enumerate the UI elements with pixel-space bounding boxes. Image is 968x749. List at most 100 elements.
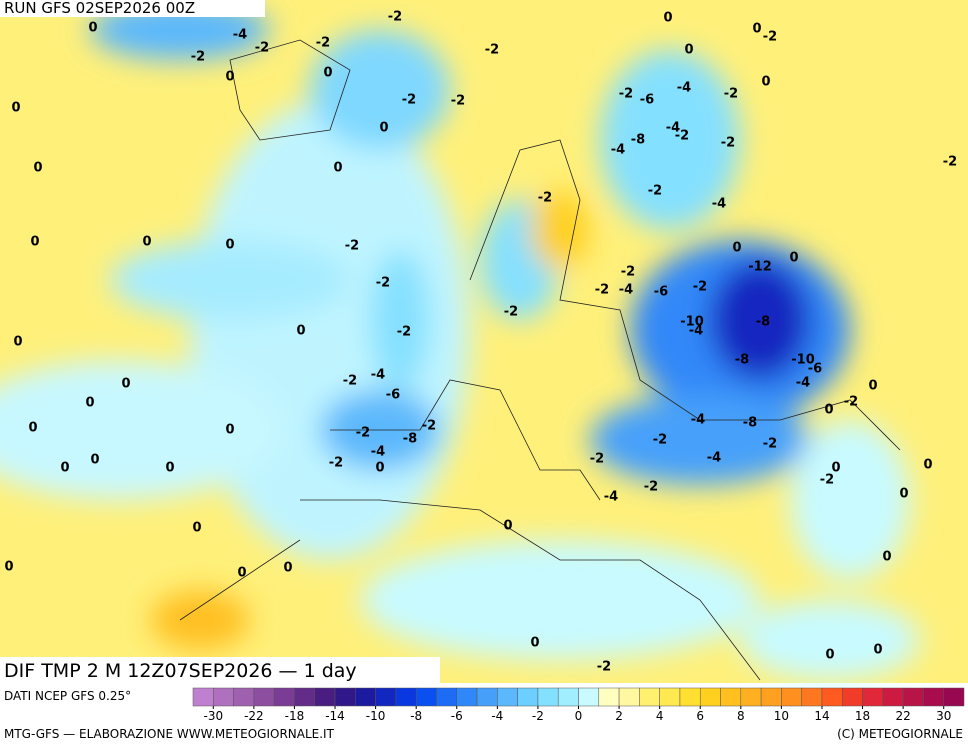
contour-label: -2 xyxy=(619,87,633,102)
contour-label: 0 xyxy=(142,235,151,250)
colorbar-swatch xyxy=(537,687,559,707)
contour-label: -2 xyxy=(402,93,416,108)
contour-label: -2 xyxy=(191,50,205,65)
contour-label: -4 xyxy=(689,324,703,339)
contour-label: -4 xyxy=(371,368,385,383)
contour-label: -2 xyxy=(329,456,343,471)
map-title: DIF TMP 2 M 12Z07SEP2026 — 1 day xyxy=(4,660,357,682)
contour-label: 0 xyxy=(85,396,94,411)
colorbar-label: 4 xyxy=(656,709,664,723)
colorbar-swatch xyxy=(233,687,255,707)
contour-label: 0 xyxy=(923,458,932,473)
contour-label: -2 xyxy=(397,325,411,340)
contour-label: -6 xyxy=(808,362,822,377)
colorbar-swatch xyxy=(314,687,336,707)
colorbar-swatch xyxy=(578,687,600,707)
colorbar-swatch xyxy=(213,687,234,707)
contour-label: -8 xyxy=(403,432,417,447)
contour-label: -2 xyxy=(597,660,611,675)
colorbar-swatch xyxy=(842,687,863,707)
contour-label: -4 xyxy=(707,451,721,466)
colorbar-label: 22 xyxy=(895,709,910,723)
contour-label: 0 xyxy=(296,324,305,339)
colorbar-swatch xyxy=(355,687,376,707)
colorbar-label: -2 xyxy=(532,709,544,723)
contour-label: 0 xyxy=(761,75,770,90)
contour-label: 0 xyxy=(60,461,69,476)
contour-label: -2 xyxy=(721,136,735,151)
colorbar-swatch xyxy=(253,687,275,707)
contour-label: -4 xyxy=(677,81,691,96)
colorbar-label: 14 xyxy=(814,709,829,723)
contour-label: -4 xyxy=(691,413,705,428)
contour-label: -4 xyxy=(619,283,633,298)
contour-label: 0 xyxy=(121,377,130,392)
colorbar-label: -14 xyxy=(325,709,345,723)
colorbar-swatch xyxy=(294,687,315,707)
colorbar-label: 30 xyxy=(936,709,951,723)
colorbar-label: -22 xyxy=(244,709,264,723)
colorbar-label: 0 xyxy=(575,709,583,723)
contour-label: -4 xyxy=(371,445,385,460)
contour-label: 0 xyxy=(33,161,42,176)
colorbar-swatch xyxy=(639,687,660,707)
colorbar-label: 8 xyxy=(737,709,745,723)
contour-label: -2 xyxy=(844,395,858,410)
contour-label: -2 xyxy=(693,280,707,295)
contour-label: 0 xyxy=(283,561,292,576)
colorbar-swatch xyxy=(862,687,884,707)
contour-label: 0 xyxy=(789,251,798,266)
contour-label: -2 xyxy=(316,36,330,51)
colorbar-swatch xyxy=(740,687,762,707)
contour-label: -10 xyxy=(791,353,815,368)
contour-label: -2 xyxy=(485,43,499,58)
contour-label: -4 xyxy=(796,376,810,391)
colorbar-swatch xyxy=(395,687,417,707)
footer-left: MTG-GFS — ELABORAZIONE WWW.METEOGIORNALE… xyxy=(4,727,335,741)
contour-label: -2 xyxy=(376,276,390,291)
run-label: RUN GFS 02SEP2026 00Z xyxy=(4,0,195,17)
contour-label: -10 xyxy=(680,315,704,330)
footer-right: (C) METEOGIORNALE xyxy=(837,727,963,741)
colorbar-swatch xyxy=(902,687,924,707)
contour-label: -4 xyxy=(666,121,680,136)
contour-label: -2 xyxy=(343,374,357,389)
colorbar-label: -8 xyxy=(410,709,422,723)
colorbar-swatch xyxy=(273,687,295,707)
colorbar-swatch xyxy=(801,687,823,707)
contour-label: 0 xyxy=(192,521,201,536)
colorbar-swatch xyxy=(699,687,721,707)
contour-label: 0 xyxy=(165,461,174,476)
colorbar-swatch xyxy=(598,687,620,707)
colorbar-label: 10 xyxy=(774,709,789,723)
colorbar-swatch xyxy=(476,687,498,707)
contour-label: -8 xyxy=(631,133,645,148)
run-box xyxy=(0,0,265,17)
colorbar-label: 18 xyxy=(855,709,870,723)
colorbar-swatch xyxy=(334,687,356,707)
contour-label: -2 xyxy=(504,305,518,320)
colorbar-swatch xyxy=(760,687,782,707)
contour-label: -2 xyxy=(653,433,667,448)
source-label: DATI NCEP GFS 0.25° xyxy=(4,689,131,703)
colorbar-swatch xyxy=(923,687,944,707)
contour-label: -2 xyxy=(345,239,359,254)
contour-label: 0 xyxy=(11,101,20,116)
colorbar-swatch xyxy=(517,687,539,707)
contour-label: 0 xyxy=(90,453,99,468)
contour-label: 0 xyxy=(375,461,384,476)
contour-label: 0 xyxy=(88,21,97,36)
title-box xyxy=(0,657,440,683)
colorbar-label: -30 xyxy=(203,709,223,723)
contour-label: 0 xyxy=(28,421,37,436)
colorbar-label: -6 xyxy=(451,709,463,723)
contour-label: -2 xyxy=(621,265,635,280)
contour-label: -2 xyxy=(422,419,436,434)
contour-label: -8 xyxy=(743,416,757,431)
map-field xyxy=(0,0,968,683)
contour-label: -2 xyxy=(820,473,834,488)
contour-label: 0 xyxy=(824,403,833,418)
colorbar-swatch xyxy=(618,687,640,707)
contour-label: -2 xyxy=(538,191,552,206)
